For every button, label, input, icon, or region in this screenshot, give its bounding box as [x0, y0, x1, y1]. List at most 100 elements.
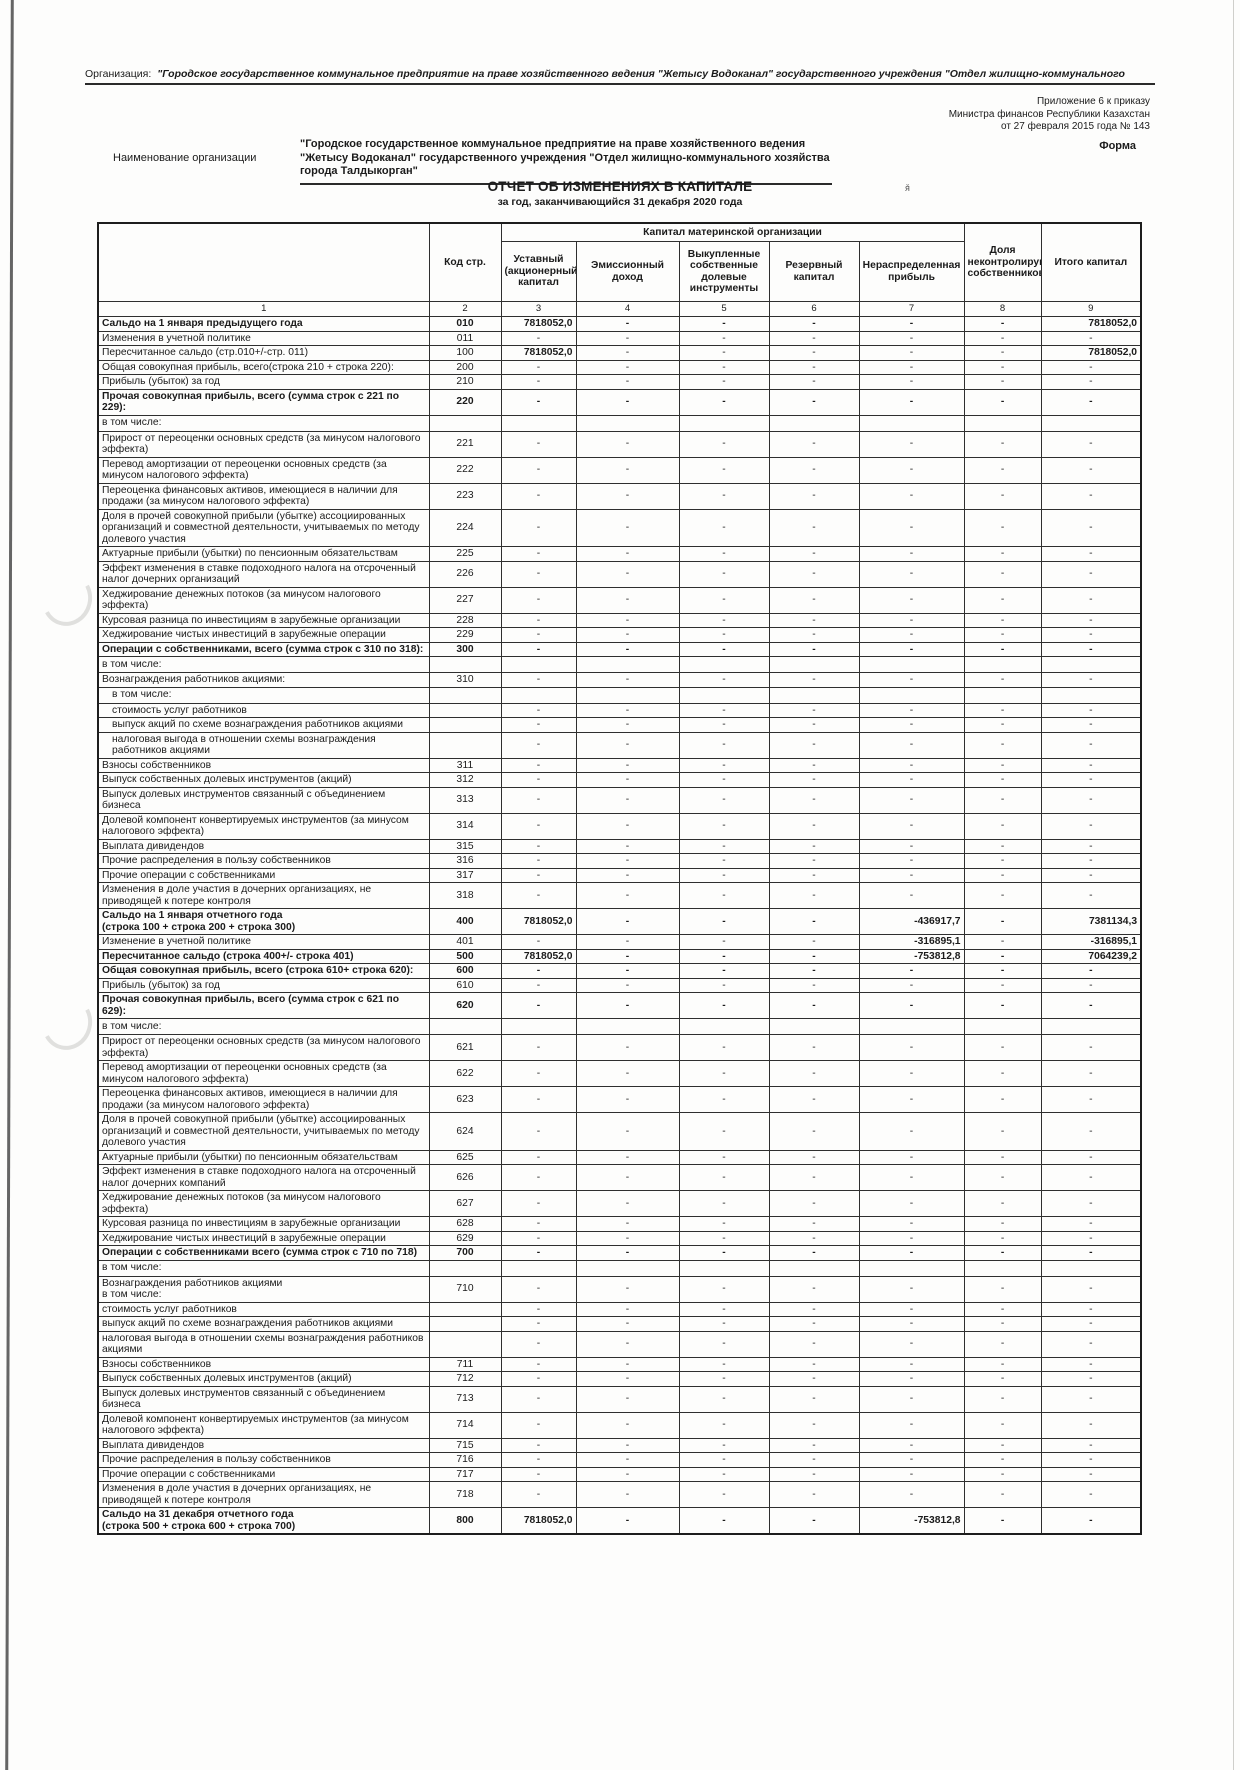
- row-label: Прочая совокупная прибыль, всего (сумма …: [97, 992, 430, 1019]
- row-value: -: [678, 456, 770, 484]
- row-label: стоимость услуг работников: [97, 702, 430, 718]
- row-value: -: [1040, 1385, 1142, 1413]
- row-value: -: [768, 786, 860, 814]
- row-value: -: [963, 1385, 1042, 1413]
- table-row: Выпуск долевых инструментов связанный с …: [97, 1385, 1142, 1413]
- row-label: Вознаграждения работников акциями:: [97, 672, 430, 688]
- row-value: -: [678, 786, 770, 814]
- row-value: -: [500, 1330, 577, 1358]
- row-value: -: [500, 812, 577, 840]
- row-value: -: [963, 1216, 1042, 1232]
- row-value: -: [1040, 1086, 1142, 1113]
- row-label: Изменение в учетной политике: [97, 934, 430, 950]
- row-value: -: [575, 702, 680, 718]
- appendix-line: Приложение 6 к приказу: [1036, 96, 1150, 107]
- row-value: -: [858, 1086, 965, 1113]
- row-value: -: [858, 717, 965, 733]
- row-value: -: [768, 934, 860, 950]
- org-name-line: "Жетысу Водоканал" государственного учре…: [300, 151, 830, 164]
- row-label: Операции с собственниками всего (сумма с…: [97, 1245, 430, 1261]
- row-code: 620: [428, 992, 502, 1019]
- row-value: -: [575, 560, 680, 588]
- row-value: -: [963, 1452, 1042, 1468]
- report-table-body: Сальдо на 1 января предыдущего года 010 78…: [97, 316, 1142, 1535]
- row-value: -: [1040, 560, 1142, 588]
- row-value: -: [858, 359, 965, 375]
- row-label: Прирост от переоценки основных средств (…: [97, 1034, 430, 1061]
- row-value: -: [1040, 1452, 1142, 1468]
- row-value: -: [500, 430, 577, 458]
- table-row: Общая совокупная прибыль, всего(строка 2…: [97, 359, 1142, 375]
- row-value: -: [768, 1466, 860, 1482]
- row-value: -: [963, 1481, 1042, 1508]
- row-value: -: [500, 456, 577, 484]
- row-value: -: [500, 1245, 577, 1261]
- table-row: в том числе:: [97, 1259, 1142, 1277]
- table-row: Долевой компонент конвертируемых инструм…: [97, 812, 1142, 840]
- org-line: Организация: "Городское государственное к…: [85, 68, 1155, 85]
- row-value: -: [575, 1149, 680, 1165]
- row-value: -: [500, 359, 577, 375]
- row-value: -: [858, 1437, 965, 1453]
- row-label: Прочие операции с собственниками: [97, 1466, 430, 1482]
- row-value: -: [858, 1275, 965, 1303]
- row-value: -: [678, 1466, 770, 1482]
- row-value: -: [500, 717, 577, 733]
- row-value-number: 7818052,0: [500, 345, 577, 361]
- row-value: -: [678, 1385, 770, 1413]
- row-value: -: [963, 627, 1042, 643]
- row-value: -: [678, 1216, 770, 1232]
- row-value: -: [858, 1149, 965, 1165]
- row-value: -: [768, 1060, 860, 1087]
- row-code: 229: [428, 627, 502, 643]
- row-value: -: [768, 672, 860, 688]
- row-value: -: [858, 1112, 965, 1151]
- row-label: Хеджирование чистых инвестиций в зарубеж…: [97, 1230, 430, 1246]
- row-value: [678, 656, 770, 673]
- table-row: налоговая выгода в отношении схемы возна…: [97, 1330, 1142, 1358]
- org-name-label: Наименование организации: [113, 152, 257, 164]
- row-value: -: [500, 1216, 577, 1232]
- col-num: 8: [963, 301, 1042, 317]
- row-value: -: [768, 1437, 860, 1453]
- row-value: -: [678, 882, 770, 909]
- row-value: -: [500, 1060, 577, 1087]
- table-row: Вознаграждения работников акциями в том …: [97, 1275, 1142, 1303]
- row-value: -: [858, 702, 965, 718]
- row-value: [768, 686, 860, 704]
- row-value: -: [768, 1452, 860, 1468]
- row-code: 718: [428, 1481, 502, 1508]
- row-value: [963, 686, 1042, 704]
- column-number-row: 1 2 3 4 5 6 7 8 9: [97, 301, 1142, 317]
- row-code: [428, 656, 502, 673]
- row-value: -: [1040, 1230, 1142, 1246]
- row-code: 716: [428, 1452, 502, 1468]
- row-value: -: [963, 430, 1042, 458]
- org-line-label: Организация:: [85, 68, 152, 80]
- table-row: Актуарные прибыли (убытки) по пенсионным…: [97, 546, 1142, 562]
- row-value: -: [1040, 1275, 1142, 1303]
- row-value: -: [858, 1466, 965, 1482]
- table-row: Прирост от переоценки основных средств (…: [97, 430, 1142, 458]
- row-value: -: [858, 560, 965, 588]
- table-row: Операции с собственниками всего (сумма с…: [97, 1245, 1142, 1261]
- table-row: Переоценка финансовых активов, имеющиеся…: [97, 1086, 1142, 1113]
- row-value: -: [575, 330, 680, 346]
- row-label: Пересчитанное сальдо (стр.010+/-стр. 011…: [97, 345, 430, 361]
- row-value: -: [768, 1112, 860, 1151]
- row-value: -: [768, 482, 860, 510]
- row-value: -: [963, 717, 1042, 733]
- row-value: -: [678, 672, 770, 688]
- row-code: 600: [428, 963, 502, 979]
- row-value: -: [858, 1164, 965, 1191]
- row-value: -: [575, 1481, 680, 1508]
- row-label: Прирост от переоценки основных средств (…: [97, 430, 430, 458]
- table-row: Прибыль (убыток) за год 610- - - - - - -: [97, 977, 1142, 993]
- col-num: 1: [97, 301, 430, 317]
- scan-edge-left: [5, 0, 14, 1770]
- row-value: -: [858, 316, 965, 332]
- row-value: -: [768, 1149, 860, 1165]
- row-value: -: [768, 1411, 860, 1439]
- row-value: -: [1040, 853, 1142, 869]
- row-code: 315: [428, 838, 502, 854]
